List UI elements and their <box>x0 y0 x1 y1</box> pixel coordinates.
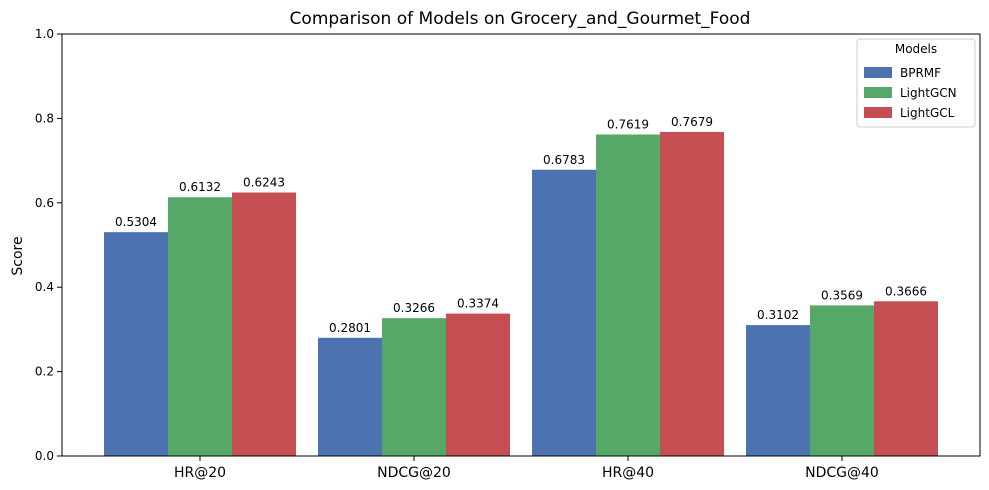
bar-lightgcn-0 <box>168 197 232 456</box>
y-tick-label: 0.6 <box>35 196 54 210</box>
legend-swatch-bprmf <box>864 67 892 78</box>
legend-title: Models <box>895 42 937 56</box>
axes-layer: 0.0 0.2 0.4 0.6 0.8 1.0 HR@20 NDCG@20 HR@40 NDCG@… <box>35 27 981 481</box>
bar-value-label: 0.6132 <box>179 180 221 194</box>
y-axis-label: Score <box>10 236 26 275</box>
legend-swatch-lightgcn <box>864 87 892 98</box>
bar-value-label: 0.6783 <box>543 153 585 167</box>
x-category-label: NDCG@20 <box>377 465 451 481</box>
x-category-label: HR@40 <box>602 465 654 481</box>
bar-value-label: 0.3266 <box>393 301 435 315</box>
bar-lightgcl-1 <box>446 313 510 456</box>
y-tick-label: 1.0 <box>35 27 54 41</box>
bar-lightgcn-1 <box>382 318 446 456</box>
y-tick-label: 0.2 <box>35 365 54 379</box>
legend-swatch-lightgcl <box>864 107 892 118</box>
bar-bprmf-2 <box>532 169 596 457</box>
legend-box <box>856 38 976 128</box>
x-category-label: HR@20 <box>174 465 226 481</box>
bar-value-label: 0.3569 <box>821 288 863 302</box>
y-tick-label: 0.0 <box>35 449 54 463</box>
bar-lightgcl-2 <box>660 131 724 456</box>
y-tick-label: 0.4 <box>35 280 54 294</box>
bar-lightgcn-3 <box>810 305 874 456</box>
bar-lightgcl-0 <box>232 192 296 456</box>
bar-value-label: 0.3102 <box>757 308 799 322</box>
bar-lightgcn-2 <box>596 134 660 456</box>
bar-value-label: 0.5304 <box>115 215 157 229</box>
bar-value-label: 0.7679 <box>671 115 713 129</box>
bar-bprmf-0 <box>104 232 168 456</box>
bar-value-label: 0.6243 <box>243 176 285 190</box>
bar-value-label: 0.3666 <box>885 284 927 298</box>
bar-value-label: 0.3374 <box>457 297 499 311</box>
legend: Models BPRMF LightGCN LightGCL <box>856 38 976 128</box>
legend-label-bprmf: BPRMF <box>900 66 941 80</box>
plot-frame <box>61 33 981 457</box>
bar-bprmf-3 <box>746 325 810 456</box>
legend-label-lightgcl: LightGCL <box>900 106 955 120</box>
bar-bprmf-1 <box>318 337 382 456</box>
y-tick-label: 0.8 <box>35 111 54 125</box>
x-category-label: NDCG@40 <box>805 465 879 481</box>
chart-title: Comparison of Models on Grocery_and_Gour… <box>290 9 751 29</box>
bars-layer: 0.5304 0.2801 0.6783 0.3102 0.6132 0.3266 0.76… <box>104 115 938 457</box>
bar-value-label: 0.2801 <box>329 321 371 335</box>
bar-lightgcl-3 <box>874 301 938 456</box>
legend-label-lightgcn: LightGCN <box>900 86 957 100</box>
bar-value-label: 0.7619 <box>607 117 649 131</box>
